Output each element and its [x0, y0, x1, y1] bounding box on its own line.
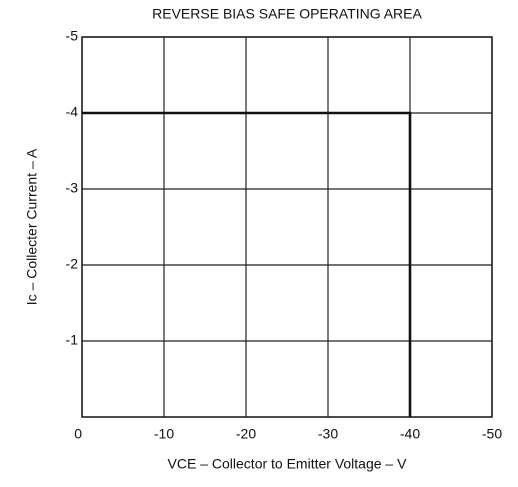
y-tick-label: -5 [66, 28, 79, 44]
y-tick-label: -3 [66, 180, 79, 196]
x-tick-label: -30 [318, 426, 338, 442]
data-line [82, 111, 412, 417]
x-axis-label: VCE – Collector to Emitter Voltage – V [168, 456, 408, 472]
x-tick-label: 0 [74, 426, 82, 442]
y-axis-label: Ic – Collecter Current – A [24, 148, 40, 305]
x-tick-label: -40 [400, 426, 420, 442]
x-tick-label: -10 [154, 426, 174, 442]
y-tick-label: -4 [66, 104, 79, 120]
plot-frame [81, 36, 493, 418]
y-tick-label: -1 [66, 332, 79, 348]
x-tick-label: -20 [236, 426, 256, 442]
chart-title: REVERSE BIAS SAFE OPERATING AREA [152, 6, 422, 22]
y-tick-label: -2 [66, 256, 79, 272]
x-tick-label: -50 [482, 426, 502, 442]
